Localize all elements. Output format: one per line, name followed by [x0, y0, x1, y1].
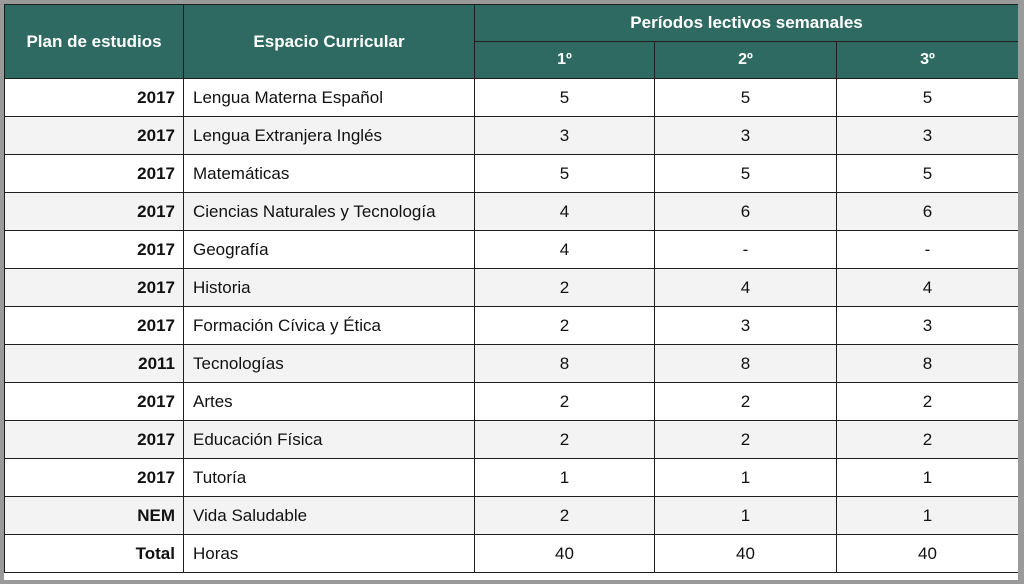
cell-grade-2: 3 [654, 116, 837, 155]
cell-plan: 2017 [4, 268, 184, 307]
cell-grade-1: 1 [474, 458, 655, 497]
cell-grade-3: 2 [835, 420, 1018, 459]
header-plan-de-estudios: Plan de estudios [4, 4, 184, 79]
table-row: 2017 Tutoría 1 1 1 [4, 458, 1018, 497]
cell-grade-2: 1 [654, 496, 837, 535]
cell-plan: 2017 [4, 420, 184, 459]
cell-plan: 2017 [4, 458, 184, 497]
cell-grade-1: 4 [474, 230, 655, 269]
cell-plan: 2017 [4, 78, 184, 117]
curriculum-table: Plan de estudios Espacio Curricular Perí… [4, 4, 1018, 573]
cell-grade-3: - [835, 230, 1018, 269]
cell-grade-2: 4 [654, 268, 837, 307]
cell-plan: 2017 [4, 306, 184, 345]
cell-espacio: Matemáticas [183, 154, 475, 193]
table-row: 2017 Matemáticas 5 5 5 [4, 154, 1018, 193]
table-header: Plan de estudios Espacio Curricular Perí… [4, 4, 1018, 79]
cell-espacio: Vida Saludable [183, 496, 475, 535]
table-row: 2017 Formación Cívica y Ética 2 3 3 [4, 306, 1018, 345]
table-row: 2017 Lengua Extranjera Inglés 3 3 3 [4, 116, 1018, 155]
cell-grade-2: 3 [654, 306, 837, 345]
cell-plan: 2011 [4, 344, 184, 383]
cell-grade-2: 40 [654, 534, 837, 573]
cell-grade-3: 3 [835, 116, 1018, 155]
cell-grade-1: 5 [474, 154, 655, 193]
cell-espacio: Artes [183, 382, 475, 421]
cell-plan: 2017 [4, 154, 184, 193]
cell-espacio: Lengua Extranjera Inglés [183, 116, 475, 155]
cell-grade-3: 5 [835, 78, 1018, 117]
cell-grade-1: 2 [474, 496, 655, 535]
cell-espacio: Ciencias Naturales y Tecnología [183, 192, 475, 231]
cell-grade-1: 2 [474, 306, 655, 345]
cell-grade-2: - [654, 230, 837, 269]
cell-grade-3: 6 [835, 192, 1018, 231]
cell-plan: 2017 [4, 116, 184, 155]
cell-grade-1: 2 [474, 268, 655, 307]
table-row: 2017 Educación Física 2 2 2 [4, 420, 1018, 459]
header-grade-2: 2º [654, 41, 837, 79]
cell-plan: 2017 [4, 192, 184, 231]
table-row: 2017 Lengua Materna Español 5 5 5 [4, 78, 1018, 117]
cell-grade-3: 1 [835, 458, 1018, 497]
cell-plan: Total [4, 534, 184, 573]
cell-plan: 2017 [4, 230, 184, 269]
cell-grade-3: 1 [835, 496, 1018, 535]
cell-grade-3: 3 [835, 306, 1018, 345]
cell-espacio: Educación Física [183, 420, 475, 459]
table-row: NEM Vida Saludable 2 1 1 [4, 496, 1018, 535]
cell-plan: NEM [4, 496, 184, 535]
cell-grade-1: 2 [474, 382, 655, 421]
cell-espacio: Geografía [183, 230, 475, 269]
table-row: 2017 Ciencias Naturales y Tecnología 4 6 6 [4, 192, 1018, 231]
cell-espacio: Tecnologías [183, 344, 475, 383]
cell-grade-1: 2 [474, 420, 655, 459]
curriculum-table-frame: Plan de estudios Espacio Curricular Perí… [4, 4, 1018, 580]
header-periodos-lectivos: Períodos lectivos semanales [473, 4, 1018, 42]
cell-grade-2: 5 [654, 78, 837, 117]
cell-grade-1: 8 [474, 344, 655, 383]
cell-grade-1: 4 [474, 192, 655, 231]
cell-grade-3: 40 [835, 534, 1018, 573]
cell-espacio: Horas [183, 534, 475, 573]
header-grade-3: 3º [835, 41, 1018, 79]
cell-grade-2: 5 [654, 154, 837, 193]
table-row: 2017 Historia 2 4 4 [4, 268, 1018, 307]
cell-espacio: Historia [183, 268, 475, 307]
cell-plan: 2017 [4, 382, 184, 421]
cell-grade-1: 5 [474, 78, 655, 117]
cell-grade-3: 4 [835, 268, 1018, 307]
cell-grade-2: 6 [654, 192, 837, 231]
table-row: 2017 Geografía 4- - [4, 230, 1018, 269]
cell-grade-3: 2 [835, 382, 1018, 421]
cell-grade-2: 8 [654, 344, 837, 383]
cell-espacio: Tutoría [183, 458, 475, 497]
cell-espacio: Formación Cívica y Ética [183, 306, 475, 345]
table-body: 2017 Lengua Materna Español 5 5 5 2017 Lengua… [4, 78, 1018, 573]
cell-grade-3: 8 [835, 344, 1018, 383]
cell-grade-1: 3 [474, 116, 655, 155]
cell-grade-3: 5 [835, 154, 1018, 193]
cell-grade-1: 40 [474, 534, 655, 573]
table-row: 2011 Tecnologías 8 8 8 [4, 344, 1018, 383]
header-grade-1: 1º [474, 41, 655, 79]
table-row: 2017 Artes 2 2 2 [4, 382, 1018, 421]
table-row-total: Total Horas 40 40 40 [4, 534, 1018, 573]
cell-espacio: Lengua Materna Español [183, 78, 475, 117]
cell-grade-2: 2 [654, 382, 837, 421]
cell-grade-2: 1 [654, 458, 837, 497]
cell-grade-2: 2 [654, 420, 837, 459]
header-espacio-curricular: Espacio Curricular [183, 4, 475, 79]
